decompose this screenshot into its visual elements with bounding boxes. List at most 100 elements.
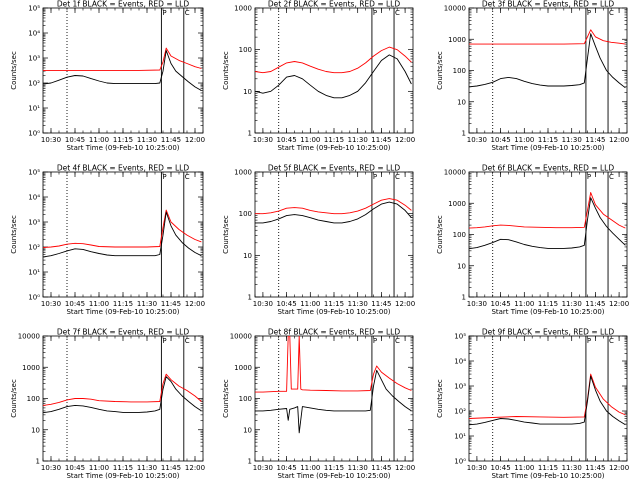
x-tick-label: 11:30 (137, 464, 157, 472)
series-line-lld (255, 46, 412, 74)
chart-title: Det 7f BLACK = Events, RED = LLD (57, 328, 190, 337)
x-axis-label: Start Time (09-Feb-10 10:25:00) (491, 144, 604, 152)
x-tick-label: 12:00 (185, 300, 205, 308)
x-tick-label: 10:30 (253, 300, 273, 308)
x-tick-label: 10:30 (41, 136, 61, 144)
marker-label-c: C (609, 337, 614, 345)
y-tick-label: 10³ (28, 219, 40, 227)
x-tick-label: 11:30 (348, 300, 368, 308)
x-tick-label: 11:00 (300, 464, 320, 472)
y-tick-label: 1 (248, 130, 252, 138)
marker-label-p: P (373, 173, 377, 181)
x-axis-label: Start Time (09-Feb-10 10:25:00) (66, 308, 179, 316)
series-line-lld (43, 47, 202, 71)
chart-panel-8: Det 8f BLACK = Events, RED = LLD 1 10 100 10… (222, 328, 415, 480)
x-tick-label: 11:30 (348, 464, 368, 472)
x-tick-label: 11:45 (161, 136, 181, 144)
y-tick-label: 1000 (22, 364, 40, 372)
series-group (43, 373, 202, 414)
x-tick-label: 11:00 (89, 464, 109, 472)
x-tick-label: 11:15 (324, 300, 344, 308)
series-line-lld (43, 373, 202, 406)
x-tick-label: 11:00 (89, 136, 109, 144)
series-line-events (43, 50, 202, 91)
x-tick-label: 11:15 (538, 136, 558, 144)
chart-panel-1: Det 1f BLACK = Events, RED = LLD 10⁰ 10¹ 10… (10, 0, 205, 152)
marker-label-c: C (185, 173, 190, 181)
y-tick-label: 10² (28, 244, 40, 252)
x-tick-label: 10:30 (467, 136, 487, 144)
y-axis-label: Counts/sec (436, 379, 444, 418)
y-axis-label: Counts/sec (10, 215, 18, 254)
x-tick-label: 12:00 (395, 464, 415, 472)
series-line-events (255, 54, 412, 99)
chart-panel-7: Det 7f BLACK = Events, RED = LLD 1 10 100 10… (10, 328, 205, 480)
series-line-lld (255, 336, 412, 393)
x-tick-label: 11:45 (585, 464, 605, 472)
chart-title: Det 8f BLACK = Events, RED = LLD (268, 328, 401, 337)
y-tick-label: 1 (36, 458, 40, 466)
y-axis-label: Counts/sec (436, 51, 444, 90)
x-tick-label: 11:45 (371, 136, 391, 144)
x-tick-label: 11:45 (161, 300, 181, 308)
marker-label-p: P (373, 9, 377, 17)
chart-panel-2: Det 2f BLACK = Events, RED = LLD 1 10 100 10… (222, 0, 415, 152)
x-tick-label: 12:00 (395, 136, 415, 144)
marker-label-p: P (162, 9, 166, 17)
x-axis-label: Start Time (09-Feb-10 10:25:00) (491, 308, 604, 316)
x-axis-label: Start Time (09-Feb-10 10:25:00) (66, 144, 179, 152)
x-tick-label: 11:15 (538, 464, 558, 472)
series-group (43, 47, 202, 91)
chart-title: Det 6f BLACK = Events, RED = LLD (482, 164, 615, 173)
chart-panel-4: Det 4f BLACK = Events, RED = LLD 10⁰ 10¹ 10… (10, 164, 205, 317)
x-tick-label: 12:00 (609, 464, 629, 472)
y-tick-label: 100 (27, 395, 40, 403)
y-tick-label: 10 (31, 426, 40, 434)
marker-label-p: P (587, 9, 591, 17)
x-tick-label: 11:00 (300, 136, 320, 144)
x-tick-label: 10:30 (253, 464, 273, 472)
chart-title: Det 9f BLACK = Events, RED = LLD (482, 328, 615, 337)
x-tick-label: 10:30 (41, 464, 61, 472)
y-tick-label: 1000 (448, 36, 466, 44)
y-tick-label: 10⁰ (28, 130, 40, 138)
x-tick-label: 11:30 (348, 136, 368, 144)
y-tick-label: 10000 (444, 5, 466, 13)
y-tick-label: 100 (453, 231, 466, 239)
x-tick-label: 12:00 (609, 300, 629, 308)
x-tick-label: 12:00 (185, 136, 205, 144)
series-line-events (469, 375, 626, 426)
x-axis-label: Start Time (09-Feb-10 10:25:00) (277, 308, 390, 316)
x-tick-label: 10:45 (277, 464, 297, 472)
y-tick-label: 10² (28, 80, 40, 88)
series-line-lld (469, 192, 626, 229)
series-line-events (255, 201, 412, 224)
y-tick-label: 10⁵ (28, 169, 40, 177)
series-group (255, 46, 412, 99)
x-tick-label: 12:00 (395, 300, 415, 308)
series-line-events (469, 197, 626, 250)
chart-title: Det 3f BLACK = Events, RED = LLD (482, 0, 615, 9)
y-axis-label: Counts/sec (222, 215, 230, 254)
x-tick-label: 10:30 (41, 300, 61, 308)
series-group (255, 198, 412, 224)
marker-label-p: P (587, 173, 591, 181)
x-tick-label: 11:30 (137, 136, 157, 144)
series-group (255, 336, 412, 434)
marker-label-c: C (395, 173, 400, 181)
y-axis-label: Counts/sec (10, 51, 18, 90)
y-tick-label: 1 (248, 458, 252, 466)
x-tick-label: 12:00 (185, 464, 205, 472)
x-tick-label: 10:45 (277, 300, 297, 308)
x-tick-label: 11:15 (324, 464, 344, 472)
x-axis-label: Start Time (09-Feb-10 10:25:00) (66, 472, 179, 480)
x-tick-label: 10:30 (467, 300, 487, 308)
series-group (43, 209, 202, 258)
y-tick-label: 10³ (454, 383, 466, 391)
series-group (469, 192, 626, 250)
x-tick-label: 11:00 (89, 300, 109, 308)
series-line-lld (255, 198, 412, 215)
y-tick-label: 10 (243, 426, 252, 434)
series-line-events (43, 211, 202, 258)
